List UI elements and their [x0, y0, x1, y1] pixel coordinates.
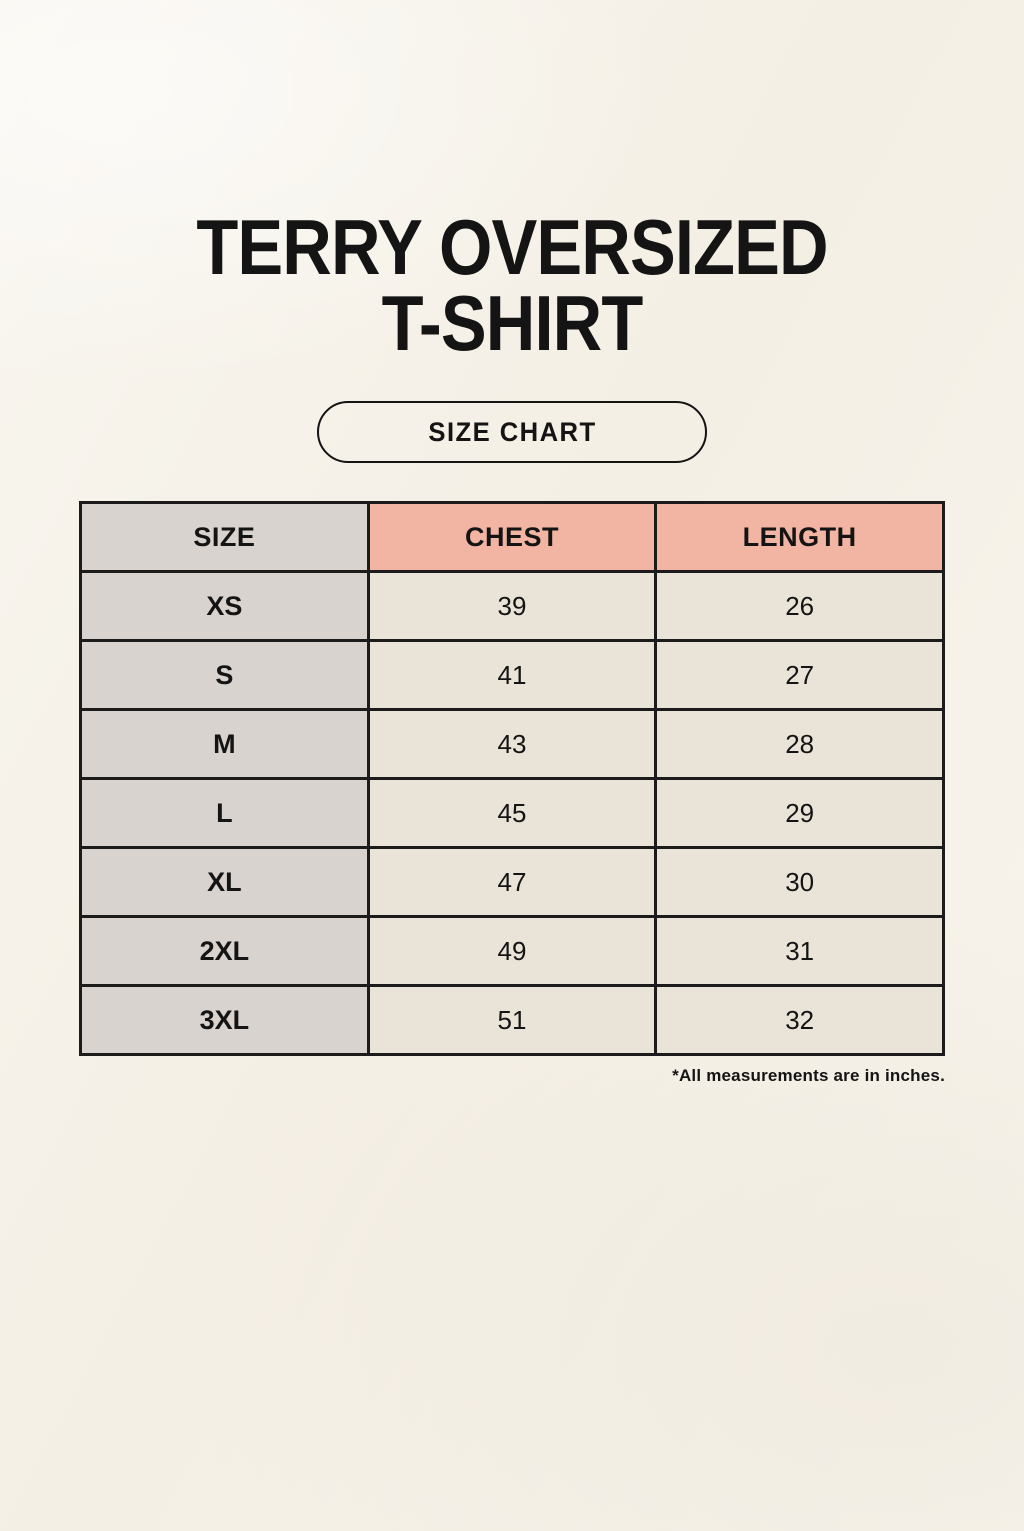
size-table: SIZE CHEST LENGTH XS 39 26 S 41 27 M 43 … — [79, 501, 945, 1057]
table-row: XL 47 30 — [79, 846, 945, 919]
table-row: 3XL 51 32 — [79, 984, 945, 1057]
table-row: 2XL 49 31 — [79, 915, 945, 988]
length-cell: 30 — [654, 846, 945, 919]
page-title: TERRY OVERSIZED T-SHIRT — [0, 203, 1024, 367]
size-cell: XS — [79, 570, 370, 643]
chest-cell: 41 — [366, 639, 658, 712]
chest-cell: 51 — [366, 984, 658, 1057]
length-cell: 31 — [654, 915, 945, 988]
header-cell-length: LENGTH — [654, 501, 945, 574]
measurements-footnote: *All measurements are in inches. — [672, 1066, 945, 1086]
size-cell: 3XL — [79, 984, 370, 1057]
table-header-row: SIZE CHEST LENGTH — [79, 501, 945, 574]
chest-cell: 45 — [366, 777, 658, 850]
chest-cell: 39 — [366, 570, 658, 643]
header-cell-size: SIZE — [79, 501, 370, 574]
page-title-line-1: TERRY OVERSIZED — [196, 203, 828, 291]
size-cell: L — [79, 777, 370, 850]
size-chart-badge: SIZE CHART — [317, 401, 707, 464]
size-cell: XL — [79, 846, 370, 919]
size-chart-page: TERRY OVERSIZED T-SHIRT SIZE CHART SIZE … — [0, 203, 1024, 1086]
page-title-line-2: T-SHIRT — [381, 278, 644, 367]
length-cell: 27 — [654, 639, 945, 712]
table-row: L 45 29 — [79, 777, 945, 850]
table-row: S 41 27 — [79, 639, 945, 712]
chest-cell: 49 — [366, 915, 658, 988]
size-cell: M — [79, 708, 370, 781]
chest-cell: 43 — [366, 708, 658, 781]
header-cell-chest: CHEST — [366, 501, 658, 574]
size-chart-badge-label: SIZE CHART — [427, 416, 597, 447]
table-row: M 43 28 — [79, 708, 945, 781]
size-cell: S — [79, 639, 370, 712]
length-cell: 28 — [654, 708, 945, 781]
length-cell: 26 — [654, 570, 945, 643]
size-cell: 2XL — [79, 915, 370, 988]
chest-cell: 47 — [366, 846, 658, 919]
length-cell: 29 — [654, 777, 945, 850]
table-row: XS 39 26 — [79, 570, 945, 643]
length-cell: 32 — [654, 984, 945, 1057]
